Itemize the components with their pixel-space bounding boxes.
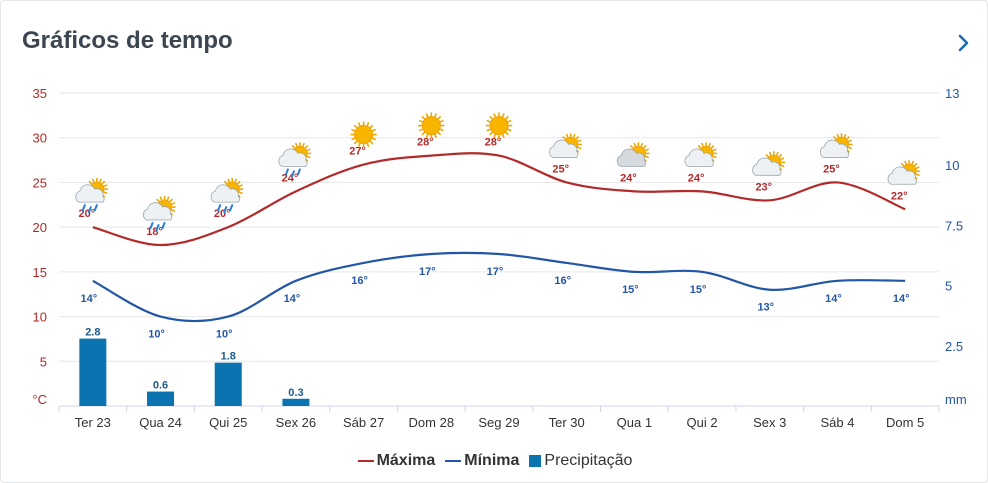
max-data-label: 28° (485, 137, 502, 149)
max-data-label: 24° (688, 172, 705, 184)
min-data-label: 15° (690, 284, 707, 296)
max-data-label: 23° (755, 181, 772, 193)
x-tick-label: Sáb 27 (343, 415, 384, 430)
precip-bar[interactable] (79, 338, 107, 406)
min-data-label: 14° (825, 293, 842, 305)
y-left-tick-label: 15 (33, 265, 47, 280)
max-data-label: 28° (417, 137, 434, 149)
precip-data-label: 2.8 (85, 327, 100, 339)
legend-item-min[interactable]: Mínima (445, 452, 519, 470)
max-data-label: 27° (349, 146, 366, 158)
min-data-label: 13° (757, 302, 774, 314)
sun-cloud-rain-icon (210, 177, 244, 214)
legend-item-precip[interactable]: Precipitação (529, 452, 632, 470)
x-tick-label: Ter 23 (75, 415, 111, 430)
sun-icon (418, 112, 445, 139)
y-right-unit-label: mm (945, 392, 967, 407)
max-data-label: 25° (552, 163, 569, 175)
sun-icon (485, 112, 513, 139)
min-data-label: 16° (351, 275, 368, 287)
max-data-label: 25° (823, 163, 840, 175)
max-data-label: 24° (620, 172, 637, 184)
y-left-tick-label: 20 (33, 220, 47, 235)
legend-item-max[interactable]: Máxima (357, 452, 436, 470)
series-line-max[interactable] (92, 152, 906, 247)
y-right-tick-label: 10 (945, 158, 959, 173)
y-left-tick-label: 5 (40, 354, 47, 369)
min-data-label: 17° (487, 266, 504, 278)
next-chevron-icon[interactable] (953, 31, 975, 55)
min-data-label: 14° (81, 293, 98, 305)
y-left-tick-label: 30 (33, 131, 47, 146)
min-data-label: 10° (216, 329, 233, 341)
x-tick-label: Seg 29 (478, 415, 519, 430)
sun-cloud-rain-icon (278, 142, 312, 178)
y-right-tick-label: 7.5 (945, 218, 963, 233)
legend-max-label: Máxima (376, 452, 436, 469)
precip-data-label: 0.6 (153, 380, 168, 392)
x-tick-label: Ter 30 (549, 415, 585, 430)
min-data-label: 14° (284, 293, 301, 305)
y-left-tick-label: 25 (33, 175, 47, 190)
sun-icon (350, 121, 377, 148)
series-line-min[interactable] (92, 251, 906, 323)
max-data-label: 22° (891, 190, 908, 202)
sun-cloud-icon (549, 133, 582, 158)
weather-chart: 5 10 15 20 25 30 35 °C 2.5 5 7.5 10 13 mm Ter 23 Qua 24… (32, 86, 967, 430)
legend-min-label: Mínima (464, 452, 520, 469)
sun-cloud-rain-icon (75, 177, 109, 214)
x-tick-label: Sex 3 (753, 415, 786, 430)
precip-data-label: 0.3 (288, 387, 303, 399)
sun-cloud-icon (752, 151, 786, 176)
max-data-label: 18° (146, 226, 163, 238)
y-right-tick-label: 13 (945, 86, 959, 101)
precip-data-label: 1.8 (221, 351, 236, 363)
max-data-label: 20° (214, 208, 231, 220)
chart-legend: Máxima Mínima Precipitação (1, 452, 988, 470)
min-data-label: 15° (622, 284, 639, 296)
precip-bar[interactable] (147, 391, 175, 406)
min-data-label: 16° (554, 275, 571, 287)
x-tick-label: Dom 28 (409, 415, 455, 430)
y-left-tick-label: 10 (33, 310, 47, 325)
precip-bar[interactable] (214, 362, 242, 406)
legend-precip-swatch (529, 455, 542, 467)
x-tick-label: Sex 26 (276, 415, 316, 430)
x-tick-label: Dom 5 (886, 415, 924, 430)
y-left-tick-label: 35 (33, 86, 47, 101)
legend-max-swatch (357, 460, 374, 462)
x-tick-label: Qui 25 (209, 415, 247, 430)
min-data-label: 10° (148, 329, 165, 341)
legend-min-swatch (445, 460, 462, 462)
sun-cloud-icon (819, 133, 853, 158)
precip-bar[interactable] (282, 398, 310, 406)
x-tick-label: Qui 2 (687, 415, 718, 430)
sun-cloud-icon (684, 142, 718, 167)
card-title: Gráficos de tempo (22, 27, 233, 54)
sun-cloud-icon (887, 159, 921, 185)
x-tick-label: Qua 1 (617, 415, 652, 430)
min-data-label: 14° (893, 293, 910, 305)
x-tick-label: Qua 24 (139, 415, 182, 430)
min-data-label: 17° (419, 266, 436, 278)
max-data-label: 20° (79, 208, 96, 220)
y-right-tick-label: 2.5 (945, 339, 963, 354)
y-left-unit-label: °C (32, 392, 47, 407)
sun-cloud-rain-icon (142, 195, 176, 232)
legend-precip-label: Precipitação (544, 452, 633, 469)
max-data-label: 24° (282, 172, 299, 184)
x-tick-label: Sáb 4 (820, 415, 854, 430)
y-right-tick-label: 5 (945, 279, 952, 294)
sun-cloud-grey-icon (616, 142, 650, 167)
